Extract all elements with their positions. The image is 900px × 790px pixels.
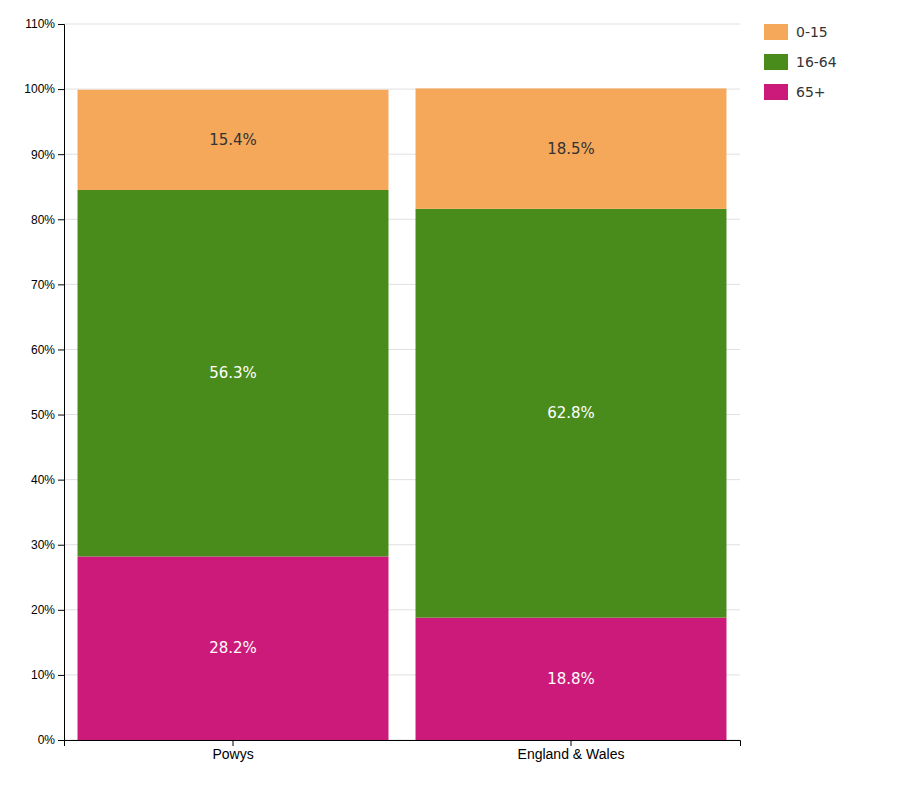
y-tick-mark — [58, 415, 64, 416]
y-tick-label: 110% — [25, 17, 55, 31]
bar — [416, 618, 727, 740]
x-tick-label: Powys — [212, 746, 253, 762]
x-tick-label: England & Wales — [518, 746, 625, 762]
legend-swatch — [764, 84, 788, 100]
y-tick-mark — [58, 24, 64, 25]
legend-item: 65+ — [764, 84, 826, 100]
legend-item: 16-64 — [764, 54, 837, 70]
y-tick: 20% — [31, 603, 64, 617]
data-label: 56.3% — [209, 364, 257, 382]
y-tick: 50% — [31, 408, 64, 422]
data-label: 62.8% — [547, 404, 595, 422]
legend: 0-15 16-64 65+ — [764, 24, 837, 100]
data-labels: 28.2% 18.8% 56.3% 62.8% 15.4% 18.5% — [209, 131, 595, 688]
y-tick: 80% — [31, 213, 64, 227]
legend-label: 0-15 — [796, 24, 828, 40]
grid-line — [64, 24, 740, 25]
bar — [78, 190, 389, 556]
legend-item: 0-15 — [764, 24, 828, 40]
legend-swatch — [764, 54, 788, 70]
y-tick: 30% — [31, 538, 64, 552]
y-tick-label: 30% — [31, 538, 55, 552]
y-tick-mark — [58, 154, 64, 155]
series-bars — [78, 190, 727, 618]
bar — [416, 88, 727, 208]
legend-label: 65+ — [796, 84, 826, 100]
grid — [64, 24, 740, 740]
legend-swatch — [764, 24, 788, 40]
data-label: 18.5% — [547, 140, 595, 158]
y-tick: 70% — [31, 278, 64, 292]
y-tick: 40% — [31, 473, 64, 487]
y-tick-label: 20% — [31, 603, 55, 617]
y-tick-mark — [58, 480, 64, 481]
data-label: 28.2% — [209, 639, 257, 657]
y-tick-mark — [58, 545, 64, 546]
y-tick-mark — [58, 219, 64, 220]
y-tick-label: 10% — [31, 668, 55, 682]
y-tick: 10% — [31, 668, 64, 682]
x-tick: Powys — [212, 740, 253, 762]
x-axis: Powys England & Wales — [65, 740, 741, 762]
y-tick-label: 40% — [31, 473, 55, 487]
y-tick: 110% — [25, 17, 64, 31]
legend-label: 16-64 — [796, 54, 837, 70]
y-tick-label: 80% — [31, 213, 55, 227]
bars — [78, 88, 727, 740]
y-tick-mark — [58, 675, 64, 676]
bar — [78, 556, 389, 740]
y-axis-line — [58, 25, 65, 741]
data-label: 18.8% — [547, 670, 595, 688]
y-tick-label: 60% — [31, 343, 55, 357]
y-tick-label: 70% — [31, 278, 55, 292]
y-tick: 60% — [31, 343, 64, 357]
y-tick-mark — [58, 89, 64, 90]
y-tick-mark — [58, 740, 64, 741]
y-tick-label: 50% — [31, 408, 55, 422]
x-tick: England & Wales — [518, 740, 625, 762]
y-tick-label: 100% — [24, 82, 55, 96]
bar — [416, 209, 727, 618]
y-tick: 90% — [31, 148, 64, 162]
y-tick-label: 90% — [31, 148, 55, 162]
y-tick: 100% — [24, 82, 64, 96]
data-label: 15.4% — [209, 131, 257, 149]
y-tick-label: 0% — [38, 733, 56, 747]
y-tick-mark — [58, 349, 64, 350]
y-axis: 0% 10% 20% 30% 40% 50% 60% 70% 80% 90% 100% 110% — [24, 17, 64, 747]
y-tick-mark — [58, 284, 64, 285]
series-bars — [78, 88, 727, 208]
chart: 28.2% 18.8% 56.3% 62.8% 15.4% 18.5% 0% 10% 20% 30… — [0, 0, 900, 790]
x-axis-line — [65, 741, 741, 747]
y-tick-mark — [58, 610, 64, 611]
bar — [78, 90, 389, 190]
plot: 28.2% 18.8% 56.3% 62.8% 15.4% 18.5% 0% 10% 20% 30… — [24, 17, 740, 762]
y-tick: 0% — [38, 733, 64, 747]
